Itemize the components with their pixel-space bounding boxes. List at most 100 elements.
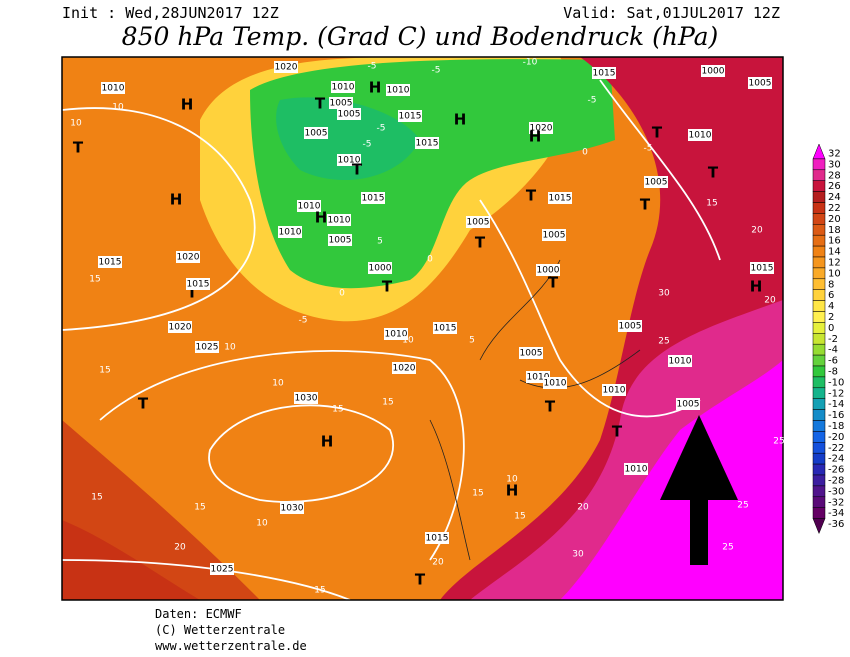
pressure-center: T [138, 395, 149, 413]
scale-label: -24 [828, 454, 844, 465]
isoline-label: 1010 [387, 86, 410, 96]
isoline-label: 1010 [332, 83, 355, 93]
isoline-label: 1010 [328, 216, 351, 226]
scale-swatch [812, 398, 826, 410]
scale-label: -6 [828, 356, 838, 367]
valid-time: Valid: Sat,01JUL2017 12Z [563, 4, 780, 22]
pressure-center: T [475, 234, 486, 252]
isoline-label: 1015 [434, 324, 457, 334]
isoline-label: 1010 [527, 373, 550, 383]
isoline-label: 5 [377, 237, 383, 247]
scale-label: -32 [828, 497, 844, 508]
isoline-label: -5 [363, 140, 372, 150]
pressure-center: T [415, 571, 426, 589]
isoline-label: 15 [194, 503, 205, 513]
pressure-center: H [506, 482, 519, 500]
label-box [384, 328, 408, 340]
scale-swatch [812, 267, 826, 280]
isobars [62, 79, 721, 600]
scale-label: 0 [828, 323, 834, 334]
isoline-label: -10 [523, 58, 538, 68]
isoline-label: 20 [751, 226, 763, 236]
scale-label: -12 [828, 388, 844, 399]
isoline-label: 1030 [281, 504, 304, 514]
scale-swatch [812, 234, 826, 247]
label-box [750, 262, 774, 274]
isoline-label: 1000 [702, 67, 725, 77]
scale-swatch [812, 256, 826, 269]
scale-label: 32 [828, 148, 841, 159]
isoline-label: 10 [506, 475, 518, 485]
label-box [644, 176, 668, 188]
label-box [337, 154, 361, 166]
scale-swatch [812, 245, 826, 258]
isoline-label: 15 [91, 493, 102, 503]
isoline-label: 1005 [677, 400, 700, 410]
label-box [186, 278, 210, 290]
isoline-label: 1015 [399, 112, 422, 122]
label-box [668, 355, 692, 367]
isoline-label: 10 [70, 119, 82, 129]
isoline-label: 1015 [751, 264, 774, 274]
scale-label: 12 [828, 257, 841, 268]
label-box [274, 61, 298, 73]
scale-swatch [812, 507, 826, 519]
scale-label: 16 [828, 236, 841, 247]
pressure-center: H [750, 278, 763, 296]
warm-region [62, 520, 200, 600]
label-box [176, 251, 200, 263]
scale-swatch [812, 333, 826, 345]
scale-label: -4 [828, 345, 838, 356]
isoline-label: -5 [432, 66, 441, 76]
isoline-label: 1015 [549, 194, 572, 204]
scale-swatch [812, 354, 826, 367]
footer-copyright: (C) Wetterzentrale [155, 623, 285, 637]
label-box [701, 65, 725, 77]
pressure-center: T [640, 196, 651, 214]
label-box [676, 398, 700, 410]
isoline-label: 10 [402, 336, 414, 346]
footer-url: www.wetterzentrale.de [155, 639, 307, 653]
isoline-label: -5 [368, 62, 377, 72]
scale-label: -10 [828, 377, 844, 388]
pressure-center: T [526, 187, 537, 205]
label-box [425, 532, 449, 544]
footer-source: Daten: ECMWF [155, 607, 242, 621]
isoline-label: 1005 [520, 349, 543, 359]
isoline-label: 15 [99, 366, 110, 376]
scale-swatch [812, 474, 826, 487]
isoline-label: 10 [256, 519, 268, 529]
isoline-label: -5 [644, 144, 653, 154]
scale-swatch [812, 300, 826, 312]
pressure-center: H [454, 111, 467, 129]
scale-label: -14 [828, 399, 844, 410]
pressure-center: T [187, 284, 198, 302]
label-box [398, 110, 422, 122]
scale-swatch [812, 278, 826, 290]
scale-swatch [812, 158, 826, 171]
isoline-label: 25 [773, 437, 784, 447]
isoline-label: -5 [299, 316, 308, 326]
scale-label: -18 [828, 421, 844, 432]
isoline-label: 5 [469, 336, 475, 346]
scale-label: 24 [828, 192, 841, 203]
label-box [688, 129, 712, 141]
scale-swatch [812, 452, 826, 465]
pressure-center: T [352, 161, 363, 179]
isoline-label: 1010 [385, 330, 408, 340]
isoline-label: 1000 [369, 264, 392, 274]
isoline-label: 1020 [177, 253, 200, 263]
isoline-label: 1005 [619, 322, 642, 332]
label-box [368, 262, 392, 274]
init-time: Init : Wed,28JUN2017 12Z [62, 4, 279, 22]
pressure-center: H [529, 128, 542, 146]
scale-swatch [812, 485, 826, 498]
pressure-center: T [708, 164, 719, 182]
pressure-center: H [170, 191, 183, 209]
label-box [210, 563, 234, 575]
isoline-label: 30 [572, 550, 584, 560]
scale-label: -2 [828, 334, 838, 345]
isoline-label: 25 [737, 501, 748, 511]
scale-label: -22 [828, 443, 844, 454]
